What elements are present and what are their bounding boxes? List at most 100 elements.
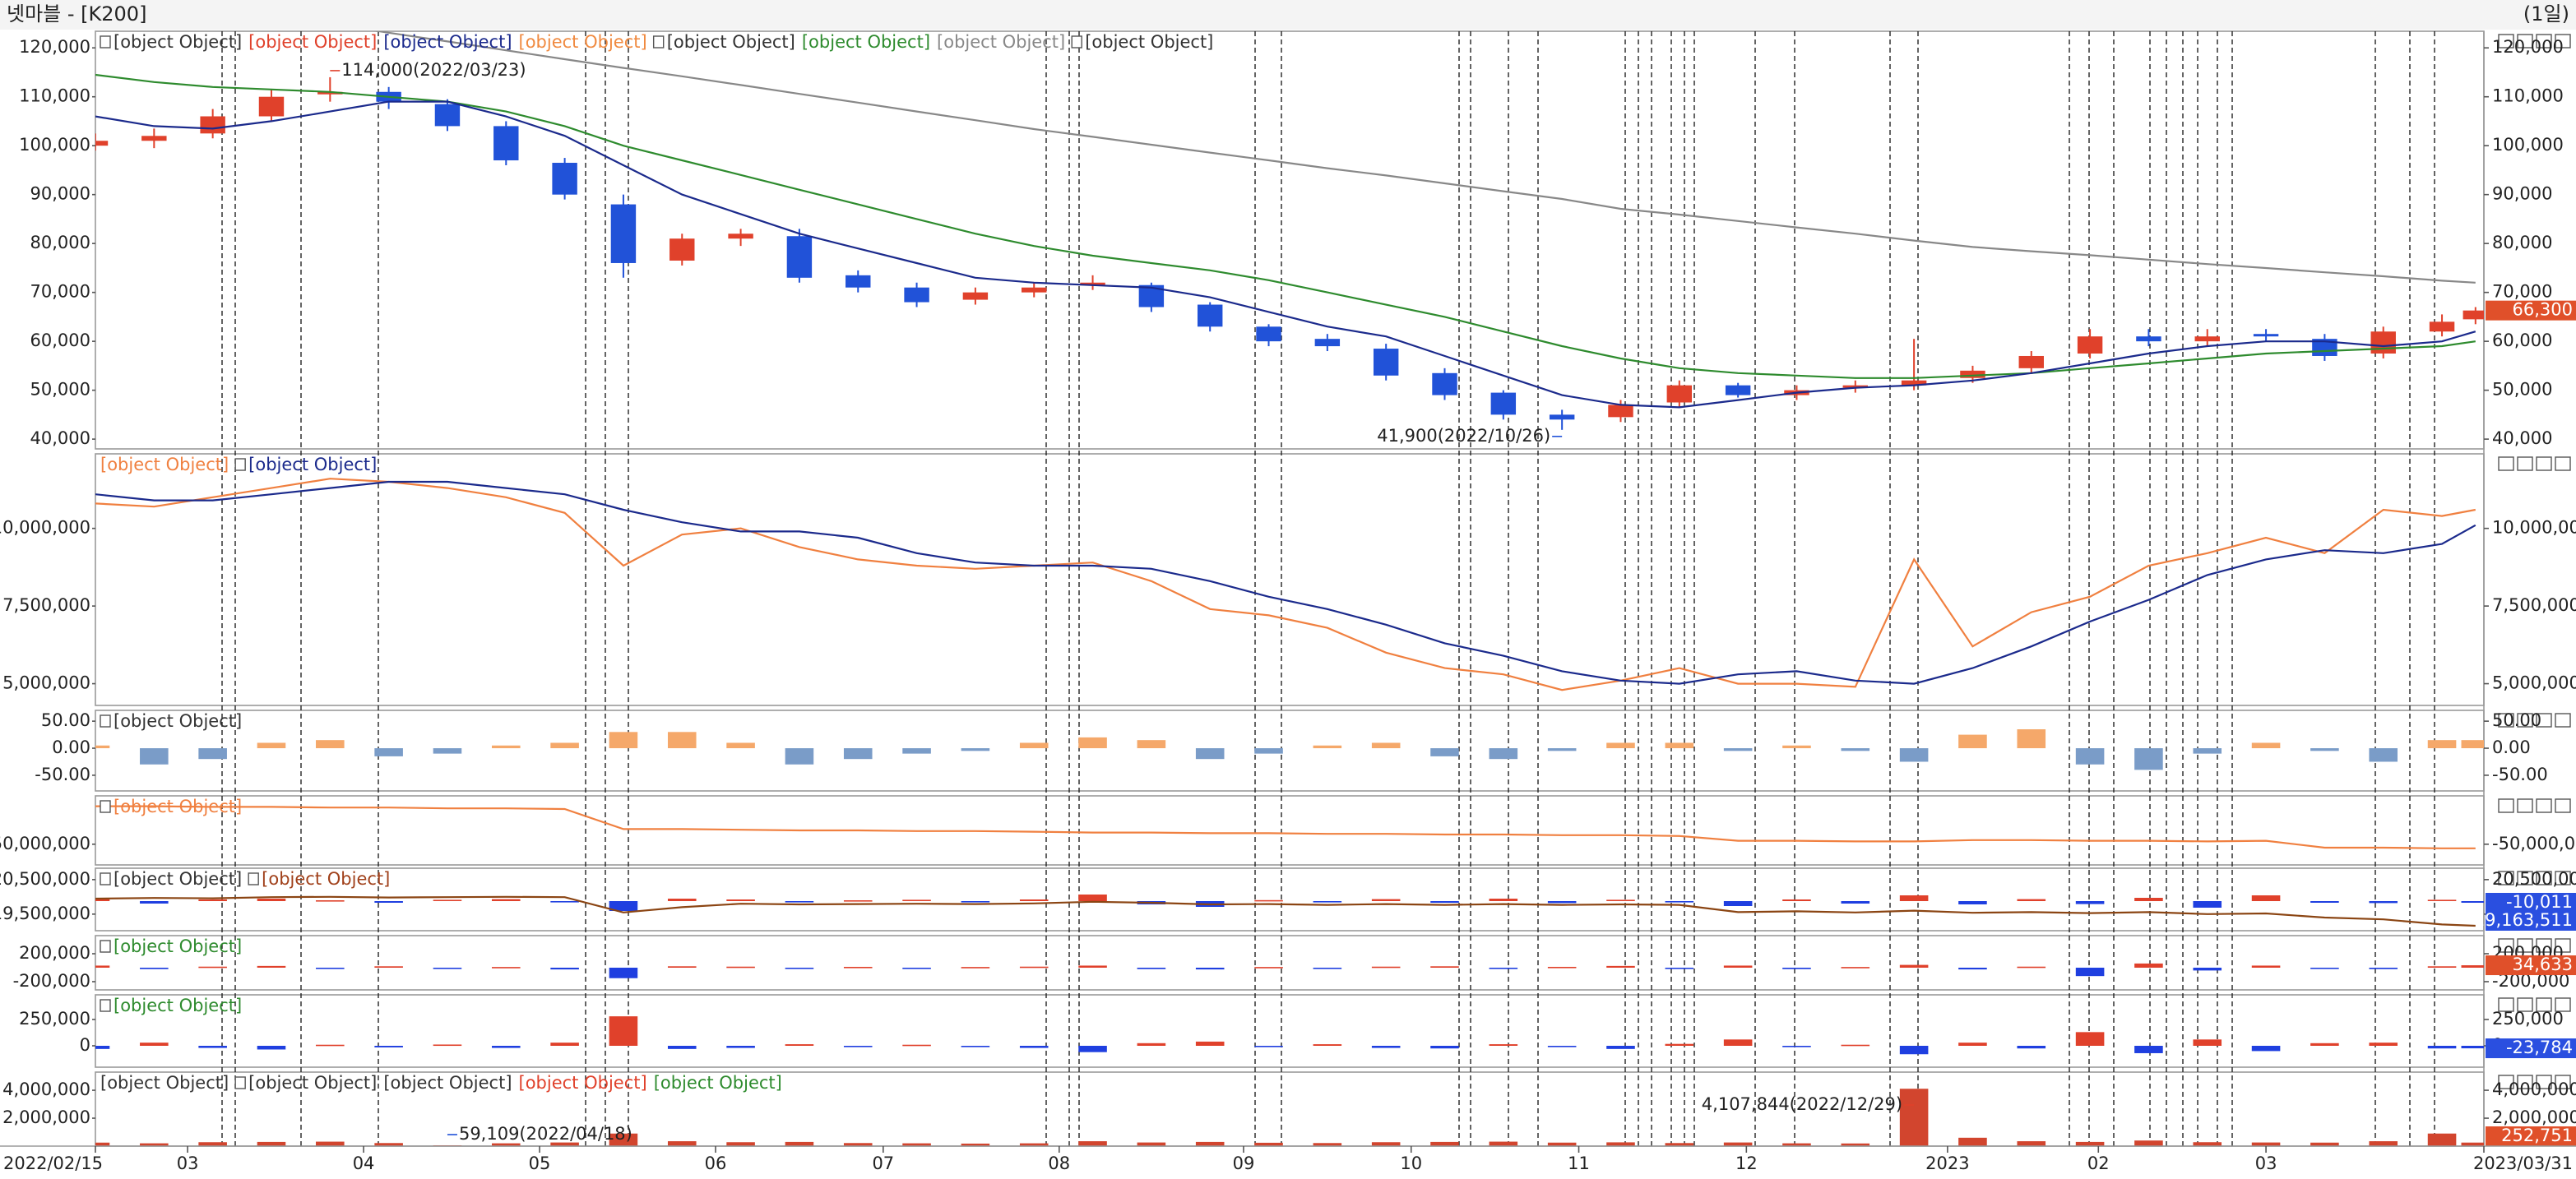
bar bbox=[2251, 1142, 2281, 1146]
bar bbox=[1313, 1044, 1342, 1046]
panel-button bbox=[2498, 997, 2514, 1012]
bar bbox=[726, 742, 755, 749]
bar bbox=[257, 965, 286, 968]
bar bbox=[198, 899, 227, 901]
bar bbox=[1195, 1141, 1225, 1146]
y-tick-label-left: 0 bbox=[80, 1035, 90, 1055]
candle-body bbox=[2136, 336, 2161, 342]
panel-plot bbox=[95, 478, 2476, 691]
bar bbox=[1313, 967, 1342, 969]
bar bbox=[2193, 1142, 2222, 1146]
bar bbox=[2075, 748, 2105, 765]
candle-body bbox=[610, 204, 637, 263]
annotation-label: 41,900(2022/10/26) bbox=[1377, 426, 1550, 446]
bar bbox=[2461, 901, 2484, 904]
candle-body bbox=[1842, 385, 1869, 388]
bar bbox=[2075, 1032, 2105, 1046]
y-tick-label-right: 60,000 bbox=[2492, 331, 2552, 350]
legend-entry: [object Object] bbox=[519, 1073, 647, 1093]
bar bbox=[785, 967, 814, 969]
bar bbox=[433, 748, 462, 754]
x-tick-label: 07 bbox=[872, 1154, 894, 1173]
panel-plot bbox=[95, 729, 2484, 770]
bar bbox=[2461, 1142, 2484, 1146]
y-tick-label-right: 5,000,000 bbox=[2492, 673, 2576, 693]
panel-button bbox=[2498, 938, 2514, 953]
bar bbox=[2310, 1142, 2339, 1146]
bar bbox=[843, 748, 873, 760]
panel-button bbox=[2536, 871, 2552, 885]
legend-entry: [object Object] bbox=[248, 455, 377, 474]
bar bbox=[1371, 1045, 1401, 1048]
bar bbox=[785, 748, 814, 765]
bar bbox=[1019, 899, 1049, 901]
bar bbox=[2193, 901, 2222, 908]
y-tick-label-left: 4,000,000 bbox=[2, 1080, 90, 1099]
bar bbox=[667, 732, 697, 749]
y-tick-label-right: 4,000,000 bbox=[2492, 1080, 2576, 1099]
candle-body bbox=[2253, 334, 2279, 337]
candle-body bbox=[1725, 385, 1751, 395]
bar bbox=[2134, 748, 2163, 770]
bar bbox=[2310, 1043, 2339, 1046]
bar bbox=[961, 1045, 990, 1047]
legend-entry: [object Object] bbox=[114, 936, 242, 956]
bar bbox=[609, 967, 638, 978]
panel-button bbox=[2555, 456, 2571, 471]
bar bbox=[1371, 899, 1401, 901]
bar bbox=[1547, 1045, 1577, 1047]
bar bbox=[843, 900, 873, 902]
bar bbox=[1958, 1137, 1987, 1146]
bar bbox=[1841, 1143, 1870, 1146]
y-tick-label-left: 110,000 bbox=[19, 86, 90, 106]
bar bbox=[667, 966, 697, 968]
x-tick-label: 09 bbox=[1233, 1154, 1255, 1173]
bar bbox=[198, 748, 227, 760]
bar bbox=[1665, 1043, 1694, 1046]
legend-entry: [object Object] bbox=[114, 32, 242, 52]
bar bbox=[1137, 1142, 1166, 1146]
bar bbox=[1665, 742, 1694, 749]
legend-entry: [object Object] bbox=[114, 869, 242, 889]
bar bbox=[1371, 742, 1401, 749]
bar bbox=[843, 966, 873, 969]
legend-icon bbox=[234, 1076, 246, 1089]
x-tick-label: 08 bbox=[1048, 1154, 1070, 1173]
bar bbox=[2310, 901, 2339, 903]
bar bbox=[1313, 745, 1342, 749]
bar bbox=[1489, 748, 1518, 760]
bar bbox=[2427, 1045, 2457, 1049]
legend-entry: [object Object] bbox=[519, 32, 647, 52]
panel-button bbox=[2517, 871, 2533, 885]
bar bbox=[1782, 1143, 1811, 1146]
legend-icon bbox=[1071, 35, 1082, 49]
bar bbox=[316, 900, 345, 902]
bar bbox=[2017, 1045, 2046, 1049]
panel-button bbox=[2555, 938, 2571, 953]
bar bbox=[198, 1142, 227, 1146]
candle-body bbox=[1256, 326, 1281, 342]
x-tick-label: 02 bbox=[2087, 1154, 2110, 1173]
bar bbox=[257, 1141, 286, 1146]
legend-icon bbox=[100, 872, 111, 885]
candle-body bbox=[904, 287, 929, 303]
bar bbox=[726, 1142, 755, 1146]
bar bbox=[257, 742, 286, 749]
y-tick-label-right: 80,000 bbox=[2492, 233, 2552, 252]
panel-button bbox=[2498, 34, 2514, 49]
panel-plot bbox=[95, 1089, 2484, 1146]
bar bbox=[374, 901, 403, 903]
bar bbox=[2427, 740, 2457, 749]
bar bbox=[1078, 965, 1107, 968]
bar bbox=[2427, 1133, 2457, 1146]
y-tick-label-left: 90,000 bbox=[30, 184, 90, 204]
bar bbox=[1723, 1039, 1753, 1046]
bar bbox=[1782, 1045, 1811, 1047]
panel-frame bbox=[95, 935, 2485, 991]
panel-plot bbox=[95, 31, 2484, 430]
legend-icon bbox=[248, 872, 259, 885]
bar bbox=[2193, 967, 2222, 971]
bar bbox=[2251, 1045, 2281, 1052]
